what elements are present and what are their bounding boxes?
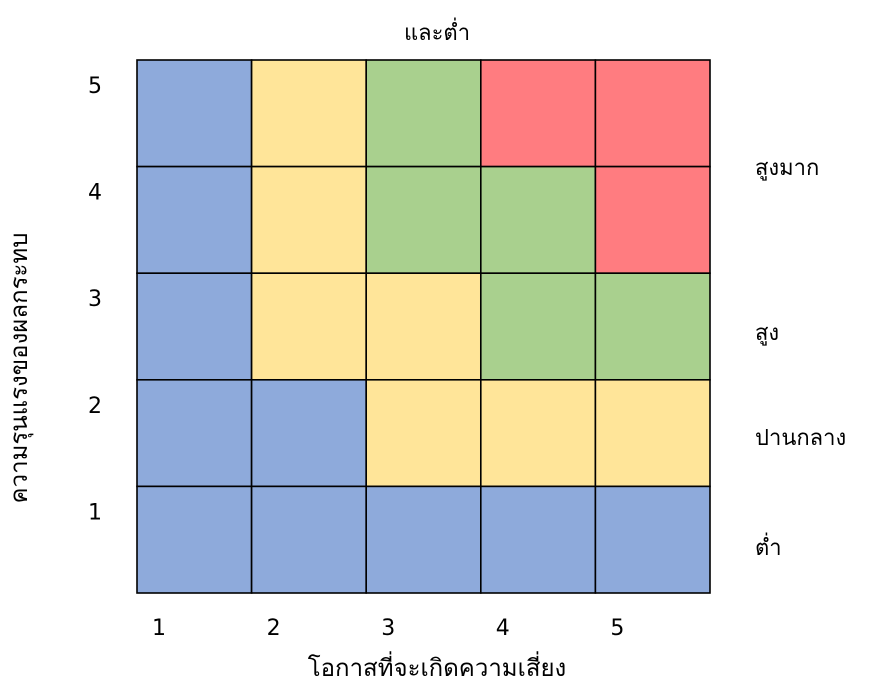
x-tick-label: 1 — [152, 616, 166, 641]
chart-title: และต่ำ — [404, 17, 470, 46]
matrix-cell-2-3 — [365, 378, 482, 488]
matrix-cell-1-2 — [250, 485, 368, 594]
risk-level-label: ต่ำ — [755, 532, 782, 561]
risk-level-label: ปานกลาง — [755, 426, 846, 451]
risk-level-label: สูงมาก — [755, 156, 819, 181]
matrix-cell-3-3 — [365, 272, 482, 381]
matrix-cell-5-1 — [136, 59, 253, 168]
matrix-cell-3-4 — [479, 272, 597, 381]
matrix-cell-1-1 — [136, 485, 253, 594]
matrix-cell-5-5 — [594, 59, 711, 168]
y-tick-label: 3 — [88, 287, 102, 312]
x-axis-label: โอกาสที่จะเกิดความเสี่ยง — [308, 651, 567, 682]
matrix-cell-1-5 — [594, 485, 711, 594]
matrix-cell-4-2 — [250, 165, 368, 275]
matrix-cell-1-3 — [365, 485, 482, 594]
matrix-cell-2-2 — [250, 378, 368, 488]
y-tick-label: 2 — [88, 394, 102, 419]
matrix-cell-4-1 — [136, 165, 253, 275]
x-tick-label: 2 — [267, 616, 281, 641]
matrix-cell-4-3 — [365, 165, 482, 275]
matrix-cell-1-4 — [479, 485, 597, 594]
matrix-cell-3-5 — [594, 272, 711, 381]
y-axis-label: ความรุนแรงของผลกระทบ — [5, 233, 34, 504]
matrix-cell-3-2 — [250, 272, 368, 381]
matrix-cell-5-3 — [365, 59, 482, 168]
y-axis-ticks: 1 2 3 4 5 — [88, 74, 102, 525]
x-tick-label: 4 — [496, 616, 510, 641]
matrix-cell-5-4 — [479, 59, 597, 168]
matrix-cell-3-1 — [136, 272, 253, 381]
x-tick-label: 3 — [381, 616, 395, 641]
matrix-cell-2-1 — [136, 378, 253, 488]
y-tick-label: 1 — [88, 500, 102, 525]
risk-level-label: สูง — [755, 321, 779, 346]
matrix-cell-5-2 — [250, 59, 368, 168]
y-tick-label: 5 — [88, 74, 102, 99]
matrix-cell-2-4 — [479, 378, 597, 488]
y-tick-label: 4 — [88, 181, 102, 206]
matrix-cell-4-5 — [594, 165, 711, 275]
matrix-cell-2-5 — [594, 378, 711, 488]
matrix-cell-4-4 — [479, 165, 597, 275]
x-tick-label: 5 — [610, 616, 624, 641]
matrix-cells — [136, 59, 711, 594]
x-axis-ticks: 1 2 3 4 5 — [152, 616, 624, 641]
